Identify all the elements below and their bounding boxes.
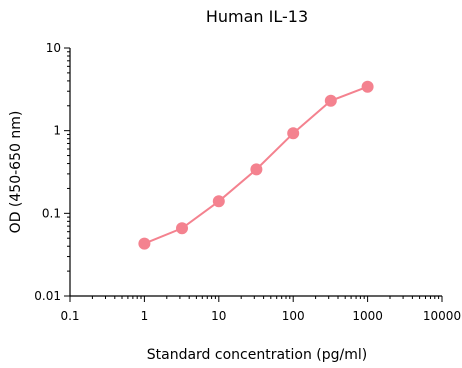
plot-area	[138, 80, 374, 250]
x-tick-label: 1000	[352, 309, 383, 323]
x-tick-label: 100	[282, 309, 305, 323]
y-tick-label: 0.01	[34, 289, 61, 303]
y-tick-label: 0.1	[42, 206, 61, 220]
data-point	[324, 94, 337, 107]
x-axis: 0.1 1 10 100 1000 10000	[60, 295, 461, 323]
x-tick-label: 0.1	[60, 309, 79, 323]
y-tick-label: 10	[46, 41, 61, 55]
data-point	[176, 222, 188, 235]
y-axis-title: OD (450-650 nm)	[8, 111, 24, 234]
x-tick-label: 1	[141, 309, 149, 323]
data-point	[138, 237, 151, 250]
data-point	[287, 127, 300, 140]
data-point	[250, 163, 263, 176]
y-tick-label: 1	[53, 124, 61, 138]
data-point	[212, 195, 225, 208]
x-tick-label: 10000	[423, 309, 461, 323]
data-point	[361, 80, 374, 93]
x-tick-label: 10	[211, 309, 226, 323]
x-axis-title: Standard concentration (pg/ml)	[147, 347, 368, 363]
y-axis: 0.01 0.1 1 10	[34, 41, 71, 303]
chart-title: Human IL-13	[206, 7, 308, 26]
